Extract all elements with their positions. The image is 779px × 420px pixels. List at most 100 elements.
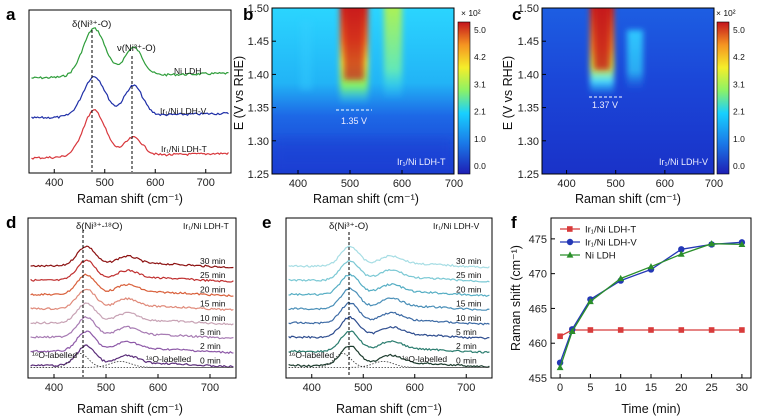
colorbar-tick-label: 1.0 [733, 134, 745, 144]
panel-a-peak1-label: δ(Ni³⁺-O) [72, 19, 111, 30]
spectrum-25-min [288, 259, 490, 283]
time-label: 15 min [456, 299, 482, 309]
panel-f-plot: 0 5 10 15 20 25 30 455 460 465 470 475 [529, 234, 748, 394]
x-tick-label: 500 [97, 382, 115, 394]
colorbar-tick-label: 4.2 [474, 52, 486, 62]
x-tick-label: 5 [587, 382, 593, 394]
panel-f-frame [550, 217, 752, 379]
spectrum-20-min [30, 273, 234, 297]
panel-c-heatmap [542, 8, 714, 174]
x-tick-label: 700 [457, 382, 475, 394]
data-point-square [678, 327, 685, 333]
data-point-triangle [677, 250, 685, 257]
spectrum-30-min [288, 245, 490, 269]
panel-a-xlabel: Raman shift (cm⁻¹) [77, 192, 183, 206]
data-point-square [739, 327, 745, 333]
data-point-triangle [556, 363, 564, 371]
x-tick-label: 400 [45, 177, 63, 189]
panel-a-legend-ni: Ni LDH [174, 66, 201, 76]
legend-label: Ni LDH [585, 251, 616, 262]
panel-a-letter: a [6, 5, 16, 24]
x-tick-label: 600 [393, 178, 411, 190]
panel-e-letter: e [262, 213, 271, 232]
panel-c-onset-label: 1.37 V [592, 100, 618, 110]
panel-f-ylabel: Raman shift (cm⁻¹) [509, 245, 523, 351]
x-tick-label: 20 [675, 382, 687, 394]
y-tick-label: 1.45 [518, 36, 539, 48]
time-label: 15 min [200, 299, 226, 309]
x-tick-label: 25 [705, 382, 717, 394]
colorbar-tick-label: 0.0 [733, 161, 745, 171]
y-tick-label: 1.40 [518, 69, 539, 81]
panel-a-spectra [31, 27, 229, 160]
panel-c-xlabel: Raman shift (cm⁻¹) [575, 192, 681, 206]
panel-b-heatmap [272, 8, 454, 174]
x-tick-label: 700 [197, 177, 215, 189]
colorbar-tick-label: 5.0 [733, 25, 745, 35]
y-tick-label: 1.45 [248, 36, 269, 48]
panel-d-peak-label: δ(Ni³⁺-¹⁸O) [76, 221, 123, 232]
panel-b-colorbar [457, 21, 471, 175]
series-line [559, 243, 742, 368]
panel-e-xlabel: Raman shift (cm⁻¹) [336, 402, 442, 416]
panel-d-xlabel: Raman shift (cm⁻¹) [77, 402, 183, 416]
time-label: 0 min [200, 355, 221, 365]
spectrum-30-min [30, 245, 234, 269]
panel-d-16o-label: ¹⁶O-labelled [32, 350, 77, 360]
y-tick-label: 1.25 [248, 169, 269, 181]
time-label: 30 min [456, 256, 482, 266]
panel-f-legend: Ir₁/Ni LDH-T Ir₁/Ni LDH-V Ni LDH [560, 225, 637, 262]
panel-e-18o-label: ¹⁸O-labelled [402, 354, 447, 364]
panel-b-ticks: 400 500 600 700 1.25 1.30 1.35 1.40 1.45 1.50 [248, 3, 464, 190]
panel-b-colorbar-ticks: 5.0 4.2 3.1 2.1 1.0 0.0 [474, 25, 486, 171]
y-tick-label: 1.50 [248, 3, 269, 15]
spectrum-10-min [30, 302, 234, 326]
x-tick-label: 15 [645, 382, 657, 394]
time-label: 10 min [456, 313, 482, 323]
panel-b-ylabel: E (V vs RHE) [232, 56, 246, 130]
time-label: 2 min [200, 341, 221, 351]
x-tick-label: 30 [736, 382, 748, 394]
time-label: 25 min [456, 270, 482, 280]
panel-a-legend-irt: Ir₁/Ni LDH-T [161, 144, 207, 154]
time-label: 25 min [200, 270, 226, 280]
time-label: 10 min [200, 313, 226, 323]
x-tick-label: 500 [354, 382, 372, 394]
legend-label: Ir₁/Ni LDH-V [585, 238, 637, 249]
panel-b: b 1.35 V Ir₁/Ni LDH-T 400 500 600 700 1.25 1.… [232, 3, 486, 206]
data-point-triangle [738, 240, 746, 248]
colorbar-tick-label: 5.0 [474, 25, 486, 35]
colorbar-tick-label: 3.1 [733, 79, 745, 89]
panel-e: e δ(Ni³⁺-O) Ir₁/Ni LDH-V 30 min 25 min 20 … [262, 213, 493, 416]
y-tick-label: 1.30 [248, 136, 269, 148]
panel-e-16o-label: ¹⁶O-labelled [289, 350, 334, 360]
panel-c: c 1.37 V Ir₁/Ni LDH-V 400 500 600 700 1.25 1.… [501, 3, 745, 206]
time-label: 20 min [200, 284, 226, 294]
panel-d-time-labels: 30 min 25 min 20 min 15 min 10 min 5 min 2 min… [200, 256, 226, 365]
time-label: 5 min [456, 327, 477, 337]
legend-label: Ir₁/Ni LDH-T [585, 225, 636, 236]
x-tick-label: 400 [303, 382, 321, 394]
panel-a-x-ticks: 400 500 600 700 [45, 169, 215, 189]
x-tick-label: 700 [705, 178, 723, 190]
panel-c-colorbar-ticks: 5.0 4.2 3.1 2.1 1.0 0.0 [733, 25, 745, 171]
time-label: 30 min [200, 256, 226, 266]
time-label: 20 min [456, 284, 482, 294]
x-tick-label: 400 [45, 382, 63, 394]
panel-c-colorbar [716, 21, 730, 175]
panel-b-onset-label: 1.35 V [341, 116, 367, 126]
legend-marker [566, 238, 574, 246]
time-label: 2 min [456, 341, 477, 351]
spectrum-10-min [288, 301, 490, 326]
x-tick-label: 400 [289, 178, 307, 190]
spectrum-2-min [288, 330, 490, 354]
data-point-triangle [617, 274, 625, 282]
panel-d: d δ(Ni³⁺-¹⁸O) Ir₁/Ni LDH-T 30 min 25 min 2… [6, 213, 237, 416]
x-tick-label: 500 [96, 177, 114, 189]
spectrum-5-min [30, 316, 234, 340]
data-point-circle [678, 246, 685, 253]
spectrum-Ni LDH [31, 27, 229, 80]
panel-d-sample-label: Ir₁/Ni LDH-T [183, 221, 229, 231]
panel-e-frame [285, 217, 493, 379]
